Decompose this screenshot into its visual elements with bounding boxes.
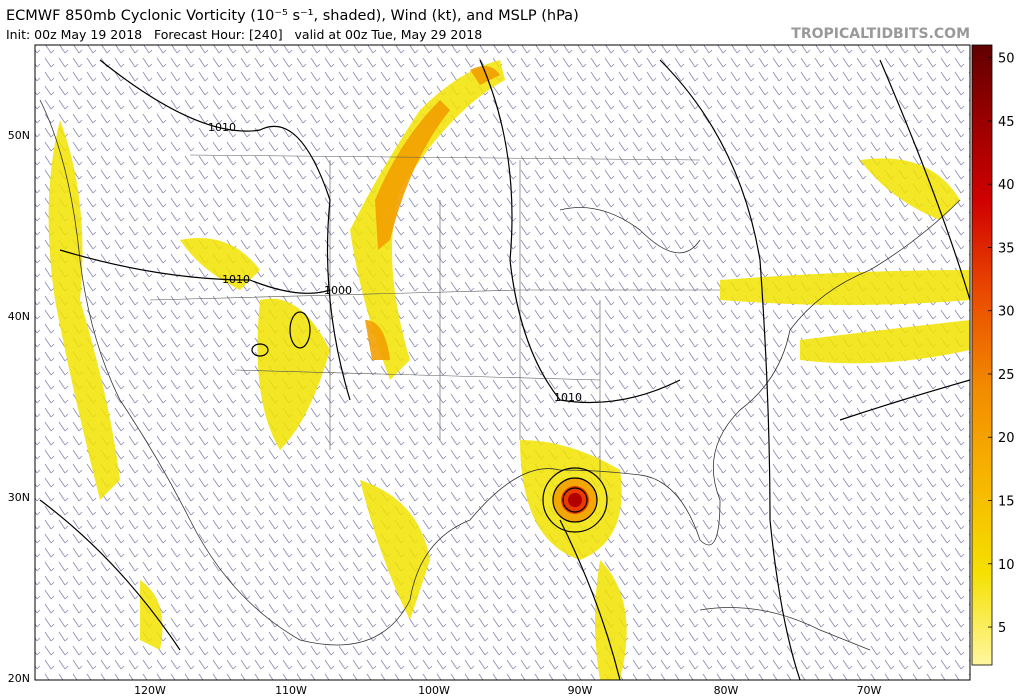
colorbar-tick-label: 35: [998, 241, 1015, 256]
map-area: [35, 45, 970, 680]
lat-label: 40N: [8, 310, 30, 323]
wind-barbs: [35, 45, 970, 680]
vorticity-max: [568, 493, 582, 507]
coastlines: [39, 99, 961, 651]
lat-label: 20N: [8, 672, 30, 685]
lon-label: 80W: [714, 684, 739, 696]
vorticity-shading: [48, 60, 970, 680]
contour-label: 1000: [324, 284, 352, 297]
contour-label: 1010: [222, 273, 250, 286]
colorbar-tick-label: 40: [998, 178, 1015, 193]
colorbar-tick-label: 30: [998, 305, 1015, 320]
lon-label: 70W: [857, 684, 882, 696]
lon-label: 110W: [275, 684, 307, 696]
colorbar-tick-label: 45: [998, 115, 1015, 130]
contour-label: 1010: [208, 121, 236, 134]
lon-label: 90W: [568, 684, 593, 696]
title: ECMWF 850mb Cyclonic Vorticity (10⁻⁵ s⁻¹…: [6, 8, 579, 24]
colorbar-tick-label: 20: [998, 431, 1015, 446]
colorbar-tick-label: 10: [998, 558, 1015, 573]
contour-label: 1010: [554, 391, 582, 404]
subtitle: Init: 00z May 19 2018 Forecast Hour: [24…: [6, 27, 482, 42]
site-credit: TROPICALTIDBITS.COM: [791, 26, 970, 42]
lat-label: 50N: [8, 129, 30, 142]
colorbar-tick-label: 15: [998, 495, 1015, 510]
colorbar-tick-label: 50: [998, 52, 1015, 67]
lon-label: 120W: [134, 684, 166, 696]
lon-label: 100W: [418, 684, 450, 696]
colorbar-tick-label: 5: [998, 621, 1006, 636]
lat-label: 30N: [8, 491, 30, 504]
map-frame: [34, 44, 971, 681]
colorbar: [971, 44, 993, 666]
isobars: [39, 59, 970, 680]
colorbar-tick-label: 25: [998, 368, 1015, 383]
